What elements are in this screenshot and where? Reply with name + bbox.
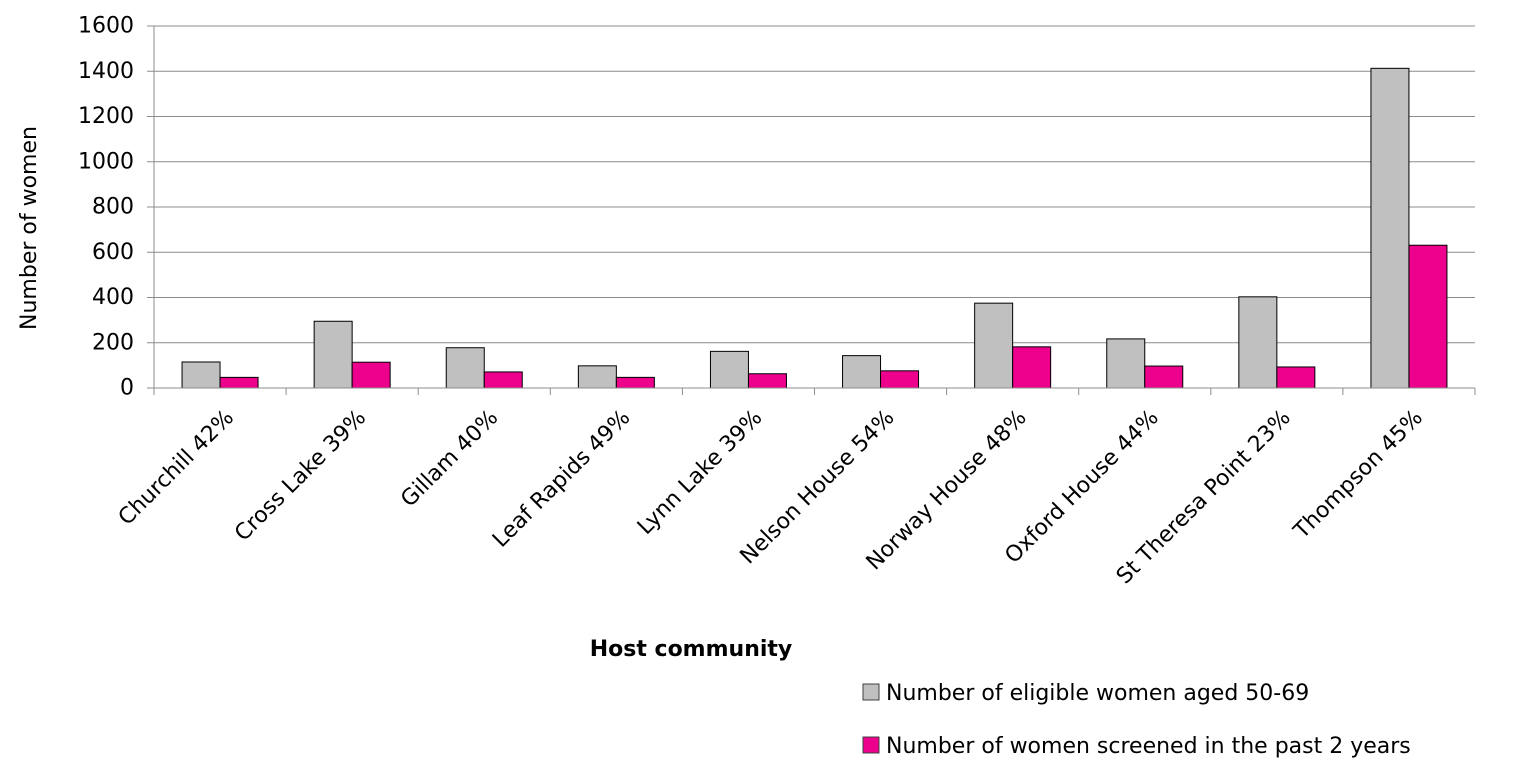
x-category-label: Gillam 40% — [396, 405, 503, 512]
x-axis-category-labels: Churchill 42%Cross Lake 39% Gillam 40%Lea… — [114, 405, 1428, 589]
legend: Number of eligible women aged 50-69 Numb… — [862, 681, 1411, 759]
legend-swatch-screened — [862, 736, 880, 754]
bar-eligible — [974, 302, 1014, 389]
bar-eligible — [709, 350, 749, 389]
y-tick-label: 1000 — [78, 149, 134, 174]
bar-screened — [1144, 365, 1184, 389]
bar-eligible — [313, 320, 353, 389]
bar-screened — [1408, 244, 1448, 389]
bar-screened — [219, 376, 259, 389]
bar-screened — [483, 371, 523, 389]
y-tick-label: 800 — [92, 195, 134, 220]
x-category-label: Churchill 42% — [114, 405, 239, 530]
bar-screened — [351, 361, 391, 389]
x-category-label: Thompson 45% — [1289, 405, 1428, 544]
y-tick-label: 200 — [92, 330, 134, 355]
y-tick-label: 0 — [120, 376, 134, 401]
bar-screened — [1012, 346, 1052, 389]
bar-eligible — [1238, 296, 1278, 389]
bar-eligible — [577, 365, 617, 389]
bar-eligible — [1106, 338, 1146, 389]
bar-eligible — [842, 355, 882, 389]
y-axis-title: Number of women — [17, 126, 42, 330]
bar-screened — [615, 376, 655, 389]
gridlines — [154, 25, 1475, 344]
axes — [153, 26, 1476, 395]
y-tick-label: 400 — [92, 285, 134, 310]
x-category-label: Leaf Rapids 49% — [488, 405, 635, 552]
bar-screened — [747, 373, 787, 389]
bar-eligible — [445, 347, 485, 389]
x-category-label: Cross Lake 39% — [230, 405, 371, 546]
legend-swatch-eligible — [862, 683, 880, 701]
x-axis-title: Host community — [590, 637, 793, 662]
bar-eligible — [181, 361, 221, 389]
bar-screened — [880, 370, 920, 389]
bars — [181, 67, 1448, 389]
y-tick-label: 1200 — [78, 104, 134, 129]
bar-screened — [1276, 366, 1316, 389]
bar-eligible — [1370, 67, 1410, 389]
y-tick-label: 600 — [92, 240, 134, 265]
legend-label-screened: Number of women screened in the past 2 y… — [886, 734, 1411, 759]
y-tick-label: 1400 — [78, 59, 134, 84]
legend-label-eligible: Number of eligible women aged 50-69 — [886, 681, 1309, 706]
y-axis-ticks: 0 200 400 600 800 1000 1200 1400 1600 — [78, 14, 154, 401]
x-category-label: Lynn Lake 39% — [633, 405, 768, 540]
y-tick-label: 1600 — [78, 14, 134, 39]
